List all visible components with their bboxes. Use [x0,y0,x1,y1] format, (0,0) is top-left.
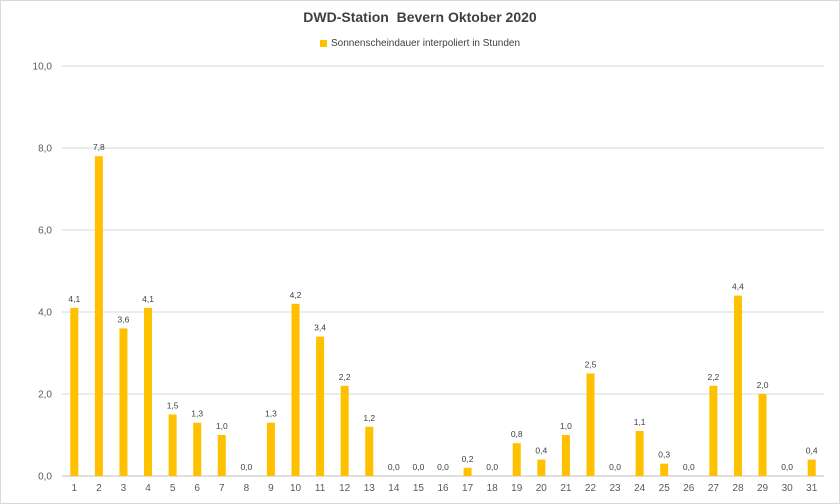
x-tick-label: 1 [72,483,78,494]
bar [561,435,570,476]
data-label: 0,0 [683,462,695,472]
x-tick-label: 12 [339,483,351,494]
y-tick-label: 0,0 [38,472,52,483]
bar [365,426,374,476]
bar [635,430,644,476]
data-label: 0,4 [806,446,818,456]
legend-swatch [319,40,327,47]
x-tick-label: 17 [462,483,474,494]
x-tick-label: 2 [96,483,102,494]
data-label: 1,1 [634,417,646,427]
data-label: 7,8 [93,142,105,152]
x-tick-label: 25 [659,483,671,494]
bar [537,459,546,476]
x-tick-label: 13 [364,483,376,494]
data-label: 0,3 [658,450,670,460]
data-label: 1,3 [191,409,203,419]
data-label: 0,2 [462,454,474,464]
bar [168,414,177,476]
data-label: 4,2 [290,290,302,300]
data-label: 0,0 [240,462,252,472]
x-tick-label: 31 [806,483,818,494]
data-label: 0,0 [486,462,498,472]
data-label: 2,2 [339,372,351,382]
data-label: 4,4 [732,282,744,292]
data-label: 2,2 [707,372,719,382]
chart-legend: Sonnenscheindauer interpoliert in Stunde… [0,38,840,49]
x-tick-label: 22 [585,483,597,494]
bar [807,459,816,476]
bar [291,303,300,476]
bar [709,385,718,476]
bar [463,467,472,476]
x-tick-label: 11 [315,483,326,494]
x-tick-label: 15 [413,483,425,494]
x-tick-label: 8 [244,483,250,494]
bar [217,435,226,476]
bar [316,336,325,476]
x-tick-label: 30 [782,483,794,494]
bar [733,295,742,476]
y-tick-label: 8,0 [38,144,52,155]
bar [586,373,595,476]
x-tick-label: 9 [268,483,274,494]
data-label: 0,8 [511,429,523,439]
x-tick-label: 19 [511,483,523,494]
bar [266,422,275,476]
y-tick-label: 6,0 [38,226,52,237]
data-label: 1,2 [363,413,375,423]
data-label: 3,6 [118,314,130,324]
x-tick-label: 14 [388,483,400,494]
bar [70,307,79,476]
data-label: 1,5 [167,401,179,411]
data-label: 0,4 [535,446,547,456]
x-tick-label: 7 [219,483,225,494]
data-label: 0,0 [609,462,621,472]
y-tick-label: 10,0 [33,62,53,73]
bar [512,443,521,476]
legend-label: Sonnenscheindauer interpoliert in Stunde… [330,38,521,49]
x-tick-label: 18 [487,483,499,494]
data-label: 2,0 [757,380,769,390]
bar [193,422,202,476]
x-tick-label: 5 [170,483,176,494]
data-label: 3,4 [314,323,326,333]
x-tick-label: 27 [708,483,720,494]
x-tick-label: 28 [732,483,744,494]
bar [758,394,767,476]
x-tick-label: 20 [536,483,548,494]
x-tick-label: 26 [683,483,695,494]
data-label: 1,0 [560,421,572,431]
x-tick-label: 10 [290,483,302,494]
data-label: 4,1 [68,294,80,304]
x-tick-label: 4 [145,483,151,494]
bar [660,463,669,476]
data-label: 0,0 [388,462,400,472]
y-tick-label: 2,0 [38,390,52,401]
bar [144,307,153,476]
x-tick-label: 16 [437,483,449,494]
bar [94,156,103,476]
bar [119,328,128,476]
data-label: 2,5 [585,360,597,370]
data-label: 1,3 [265,409,277,419]
x-tick-label: 6 [194,483,200,494]
data-label: 0,0 [413,462,425,472]
data-label: 4,1 [142,294,154,304]
chart-title: DWD-Station Bevern Oktober 2020 [303,9,537,25]
data-label: 0,0 [781,462,793,472]
y-tick-label: 4,0 [38,308,52,319]
x-tick-label: 23 [610,483,622,494]
x-tick-label: 21 [560,483,572,494]
x-tick-label: 3 [121,483,127,494]
data-label: 0,0 [437,462,449,472]
bar [340,385,349,476]
x-tick-label: 24 [634,483,646,494]
data-label: 1,0 [216,421,228,431]
x-tick-label: 29 [757,483,769,494]
